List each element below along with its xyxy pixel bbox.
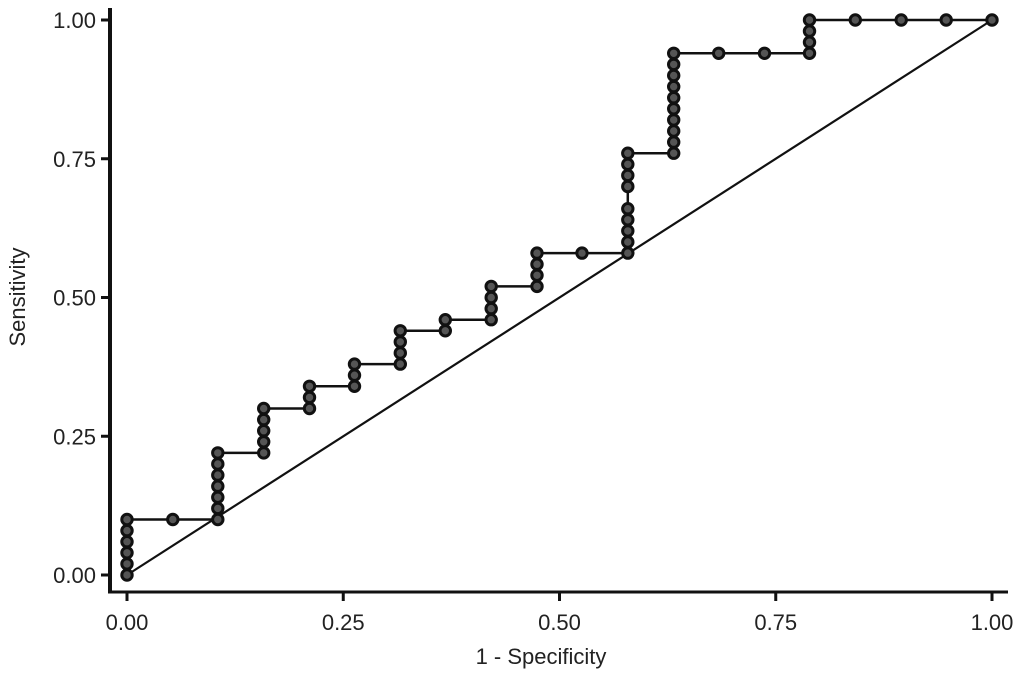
roc-point-marker bbox=[438, 313, 452, 327]
roc-point-marker bbox=[120, 535, 134, 549]
roc-point-marker bbox=[621, 168, 635, 183]
roc-point-marker bbox=[393, 357, 407, 371]
roc-point-marker bbox=[667, 68, 681, 83]
roc-point-marker bbox=[120, 523, 134, 538]
roc-point-marker bbox=[484, 301, 498, 316]
x-tick-label: 0.25 bbox=[322, 610, 365, 635]
roc-point-marker bbox=[939, 13, 953, 27]
roc-point-marker bbox=[211, 501, 225, 516]
y-tick-label: 0.75 bbox=[53, 147, 96, 172]
roc-point-marker bbox=[347, 368, 362, 382]
roc-point-marker bbox=[667, 102, 681, 116]
roc-point-marker bbox=[621, 224, 635, 238]
roc-point-marker bbox=[667, 135, 681, 149]
roc-point-marker bbox=[484, 279, 498, 294]
roc-point-marker bbox=[484, 313, 498, 327]
roc-point-marker bbox=[530, 257, 544, 271]
roc-point-marker bbox=[530, 246, 544, 260]
x-tick-label: 1.00 bbox=[971, 610, 1014, 635]
roc-point-marker bbox=[667, 46, 681, 60]
roc-point-marker bbox=[120, 568, 134, 582]
reference-line bbox=[126, 19, 993, 576]
roc-point-marker bbox=[211, 479, 225, 493]
roc-point-marker bbox=[257, 424, 271, 438]
roc-point-marker bbox=[257, 435, 271, 449]
roc-point-marker bbox=[393, 324, 407, 338]
roc-point-marker bbox=[302, 379, 317, 393]
reference-diagonal-line bbox=[126, 19, 993, 576]
roc-point-marker bbox=[985, 13, 999, 27]
roc-point-marker bbox=[211, 512, 225, 527]
y-tick-label: 0.25 bbox=[53, 424, 96, 449]
roc-point-marker bbox=[621, 235, 635, 249]
roc-point-marker bbox=[575, 246, 589, 260]
roc-point-marker bbox=[211, 446, 225, 460]
roc-point-marker bbox=[120, 512, 134, 527]
roc-point-marker bbox=[257, 446, 271, 460]
roc-point-marker bbox=[484, 290, 498, 305]
roc-point-marker bbox=[530, 268, 544, 282]
roc-point-marker bbox=[393, 335, 407, 349]
roc-point-marker bbox=[530, 279, 544, 294]
roc-point-marker bbox=[166, 512, 180, 527]
roc-point-marker bbox=[257, 412, 271, 427]
roc-point-marker bbox=[848, 13, 862, 27]
x-tick-label: 0.75 bbox=[754, 610, 797, 635]
roc-point-marker bbox=[211, 490, 225, 504]
roc-point-marker bbox=[621, 202, 635, 216]
roc-point-marker bbox=[347, 379, 362, 393]
roc-point-marker bbox=[667, 79, 681, 94]
y-axis-title: Sensitivity bbox=[5, 247, 30, 346]
roc-point-marker bbox=[347, 357, 362, 371]
roc-point-marker bbox=[757, 46, 772, 60]
roc-point-marker bbox=[393, 346, 407, 360]
roc-point-marker bbox=[712, 46, 726, 60]
roc-point-marker bbox=[667, 146, 681, 160]
roc-point-marker bbox=[621, 146, 635, 160]
roc-point-marker bbox=[211, 457, 225, 471]
roc-point-marker bbox=[802, 13, 817, 27]
roc-point-marker bbox=[667, 113, 681, 127]
roc-point-marker bbox=[667, 124, 681, 138]
y-axis-ticks: 0.00 0.25 0.50 0.75 1.00 bbox=[53, 8, 110, 588]
roc-point-marker bbox=[120, 557, 134, 571]
y-tick-label: 0.50 bbox=[53, 286, 96, 311]
x-tick-label: 0.50 bbox=[538, 610, 581, 635]
roc-point-marker bbox=[438, 324, 452, 338]
roc-point-marker bbox=[667, 91, 681, 105]
x-axis-ticks: 0.00 0.25 0.50 0.75 1.00 bbox=[106, 592, 1014, 635]
roc-point-marker bbox=[621, 157, 635, 172]
roc-point-marker bbox=[257, 401, 271, 416]
roc-point-marker bbox=[667, 57, 681, 72]
x-tick-label: 0.00 bbox=[106, 610, 149, 635]
roc-point-marker bbox=[302, 401, 317, 416]
y-tick-label: 1.00 bbox=[53, 8, 96, 33]
roc-point-marker bbox=[120, 546, 134, 560]
y-tick-label: 0.00 bbox=[53, 563, 96, 588]
roc-point-marker bbox=[802, 35, 817, 49]
roc-point-marker bbox=[621, 246, 635, 260]
roc-point-marker bbox=[621, 179, 635, 194]
roc-curve-markers bbox=[120, 13, 999, 582]
axes: 0.00 0.25 0.50 0.75 1.00 0.00 0.25 0.50 0.75 1.0… bbox=[5, 8, 1013, 669]
roc-point-marker bbox=[802, 46, 817, 60]
roc-point-marker bbox=[302, 390, 317, 405]
roc-point-marker bbox=[211, 468, 225, 482]
roc-point-marker bbox=[894, 13, 908, 27]
roc-point-marker bbox=[802, 24, 817, 38]
x-axis-title: 1 - Specificity bbox=[476, 644, 607, 669]
roc-point-marker bbox=[621, 213, 635, 227]
